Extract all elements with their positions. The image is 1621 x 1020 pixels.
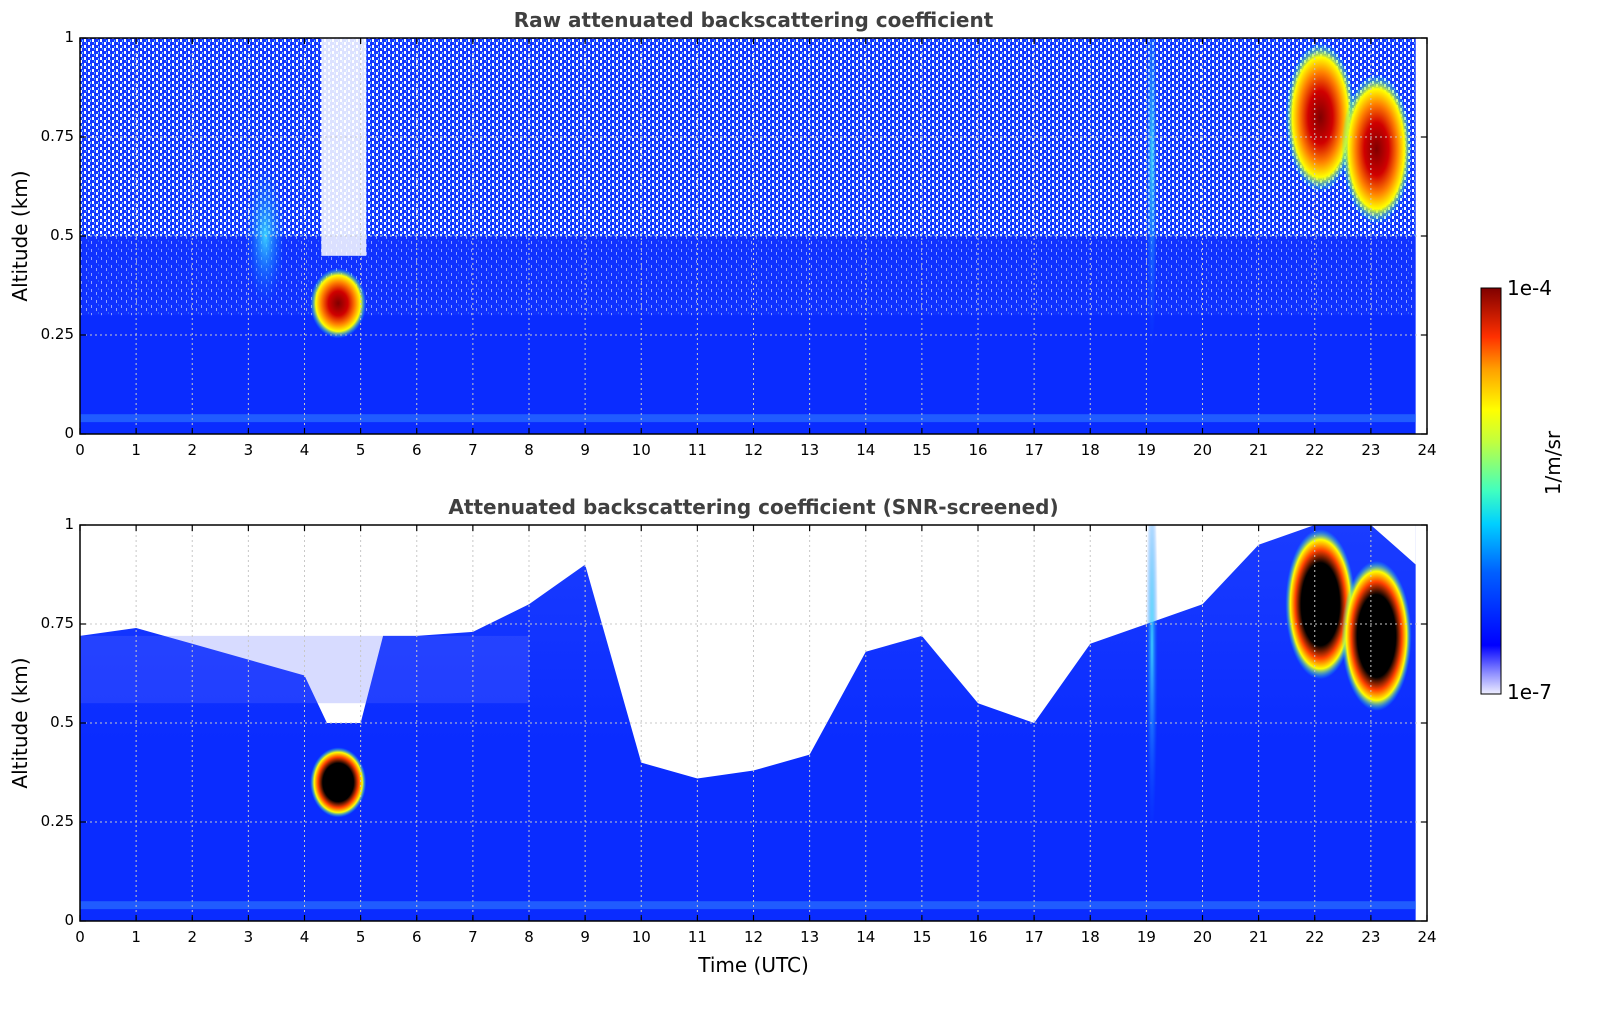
x-tick-label: 4 <box>299 441 310 459</box>
x-tick-label: 2 <box>187 441 198 459</box>
backscatter-feature-4 <box>1285 42 1356 193</box>
backscatter-feature-2 <box>1145 525 1158 834</box>
colorbar-unit-label: 1/m/sr <box>1541 430 1565 496</box>
y-tick-label: 1 <box>64 515 74 533</box>
x-tick-label: 6 <box>411 928 422 946</box>
y-tick-label: 1 <box>64 28 74 46</box>
x-tick-label: 12 <box>743 441 764 459</box>
x-tick-label: 17 <box>1024 928 1044 946</box>
x-tick-label: 23 <box>1361 928 1381 946</box>
x-tick-label: 18 <box>1080 441 1100 459</box>
x-tick-label: 10 <box>631 928 651 946</box>
x-tick-label: 6 <box>411 441 422 459</box>
x-tick-label: 11 <box>687 928 707 946</box>
y-axis-label: Altitude (km) <box>8 170 32 302</box>
colorbar-gradient <box>1481 288 1501 694</box>
y-axis-label: Altitude (km) <box>8 657 32 789</box>
y-tick-label: 0.75 <box>40 127 74 145</box>
x-tick-label: 0 <box>75 441 85 459</box>
x-tick-label: 23 <box>1361 441 1381 459</box>
x-tick-label: 21 <box>1249 441 1269 459</box>
x-tick-label: 22 <box>1305 441 1325 459</box>
heatmap-noise-region <box>80 38 1416 236</box>
x-tick-label: 20 <box>1192 928 1213 946</box>
surface-band <box>80 901 1416 910</box>
x-tick-label: 10 <box>631 441 651 459</box>
clear-sky-column <box>321 38 367 256</box>
y-tick-label: 0 <box>64 424 74 442</box>
x-tick-label: 19 <box>1136 441 1156 459</box>
colorbar-max-label: 1e-4 <box>1507 276 1552 300</box>
x-tick-label: 15 <box>912 441 932 459</box>
x-tick-label: 12 <box>743 928 764 946</box>
x-tick-label: 1 <box>131 928 141 946</box>
y-tick-label: 0 <box>64 911 74 929</box>
y-tick-label: 0.5 <box>50 226 74 244</box>
backscatter-feature-3 <box>1285 529 1356 680</box>
x-tick-label: 24 <box>1417 441 1437 459</box>
x-tick-label: 0 <box>75 928 85 946</box>
backscatter-feature-1 <box>310 747 367 818</box>
x-tick-label: 19 <box>1136 928 1156 946</box>
y-tick-label: 0.75 <box>40 614 74 632</box>
x-tick-label: 14 <box>856 441 876 459</box>
x-tick-label: 1 <box>131 441 141 459</box>
x-tick-label: 13 <box>800 928 820 946</box>
colorbar <box>1480 287 1502 695</box>
x-tick-label: 5 <box>355 928 366 946</box>
surface-band <box>80 414 1416 423</box>
x-tick-label: 2 <box>187 928 198 946</box>
backscatter-feature-4 <box>1341 560 1412 711</box>
y-tick-label: 0.25 <box>40 812 74 830</box>
x-tick-label: 9 <box>580 928 590 946</box>
x-tick-label: 8 <box>524 441 534 459</box>
x-tick-label: 11 <box>687 441 707 459</box>
x-tick-label: 21 <box>1249 928 1269 946</box>
backscatter-feature-3 <box>1145 38 1158 347</box>
x-tick-label: 24 <box>1417 928 1437 946</box>
x-tick-label: 20 <box>1192 441 1213 459</box>
x-tick-label: 16 <box>968 441 988 459</box>
heatmap-noise-transition <box>80 236 1416 316</box>
x-tick-label: 13 <box>800 441 820 459</box>
x-tick-label: 8 <box>524 928 534 946</box>
x-axis-label: Time (UTC) <box>698 953 809 977</box>
x-tick-label: 14 <box>856 928 876 946</box>
heatmap-panel-1 <box>79 37 1428 435</box>
heatmap-field <box>80 525 1427 921</box>
x-tick-label: 4 <box>299 928 310 946</box>
backscatter-feature-1 <box>310 268 367 339</box>
x-tick-label: 9 <box>580 441 590 459</box>
x-tick-label: 16 <box>968 928 988 946</box>
x-tick-label: 15 <box>912 928 932 946</box>
heatmap-panel-2 <box>79 524 1428 922</box>
x-tick-label: 7 <box>468 441 478 459</box>
x-tick-label: 18 <box>1080 928 1100 946</box>
x-tick-label: 17 <box>1024 441 1044 459</box>
heatmap-field <box>80 38 1427 434</box>
x-tick-label: 3 <box>243 928 254 946</box>
colorbar-min-label: 1e-7 <box>1507 680 1552 704</box>
x-tick-label: 7 <box>468 928 478 946</box>
panel-title: Attenuated backscattering coefficient (S… <box>448 495 1059 519</box>
x-tick-label: 22 <box>1305 928 1325 946</box>
y-tick-label: 0.5 <box>50 713 74 731</box>
colorbar-frame <box>1480 287 1502 695</box>
backscatter-feature-5 <box>1341 73 1412 224</box>
panel-title: Raw attenuated backscattering coefficien… <box>513 8 994 32</box>
y-tick-label: 0.25 <box>40 325 74 343</box>
x-tick-label: 3 <box>243 441 254 459</box>
screened-out-region <box>80 525 1416 779</box>
x-tick-label: 5 <box>355 441 366 459</box>
